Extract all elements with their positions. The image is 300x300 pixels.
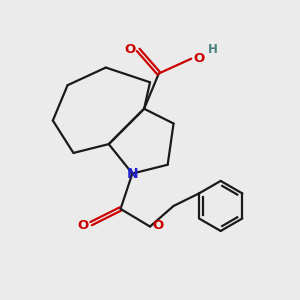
Text: O: O: [194, 52, 205, 65]
Text: O: O: [153, 220, 164, 232]
Text: H: H: [208, 43, 218, 56]
Text: N: N: [127, 167, 138, 181]
Text: O: O: [124, 44, 136, 56]
Text: O: O: [77, 219, 88, 232]
